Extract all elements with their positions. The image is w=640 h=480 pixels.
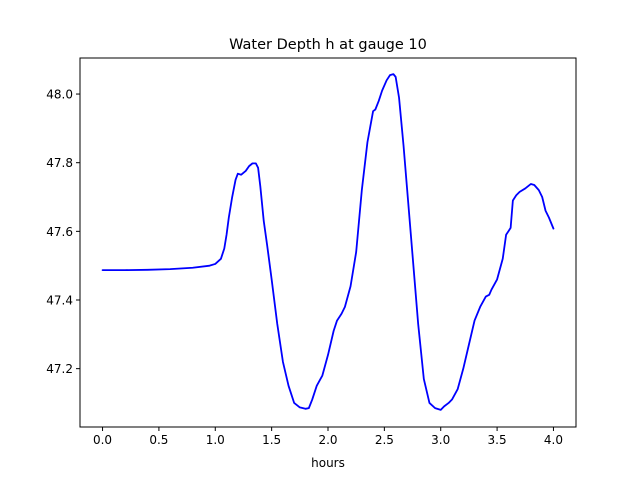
x-tick-label: 3.5	[488, 433, 507, 447]
x-tick-label: 2.0	[318, 433, 337, 447]
y-tick-label: 47.4	[46, 293, 73, 307]
x-tick-label: 4.0	[544, 433, 563, 447]
x-tick-label: 0.5	[149, 433, 168, 447]
y-axis: 47.2 47.4 47.6 47.8 48.0	[46, 88, 80, 376]
x-tick-label: 0.0	[93, 433, 112, 447]
chart-title: Water Depth h at gauge 10	[229, 37, 427, 53]
y-tick-label: 47.2	[46, 362, 73, 376]
y-tick-label: 48.0	[46, 88, 73, 102]
y-tick-label: 47.8	[46, 156, 73, 170]
series-layer	[101, 73, 555, 411]
x-axis: 0.0 0.5 1.0 1.5 2.0 2.5 3.0 3.5 4.0	[93, 427, 563, 447]
x-axis-label: hours	[311, 456, 345, 470]
x-tick-label: 2.5	[375, 433, 394, 447]
series-line-0	[101, 73, 555, 411]
y-tick-label: 47.6	[46, 225, 73, 239]
x-tick-label: 1.0	[206, 433, 225, 447]
x-tick-label: 1.5	[262, 433, 281, 447]
x-tick-label: 3.0	[431, 433, 450, 447]
